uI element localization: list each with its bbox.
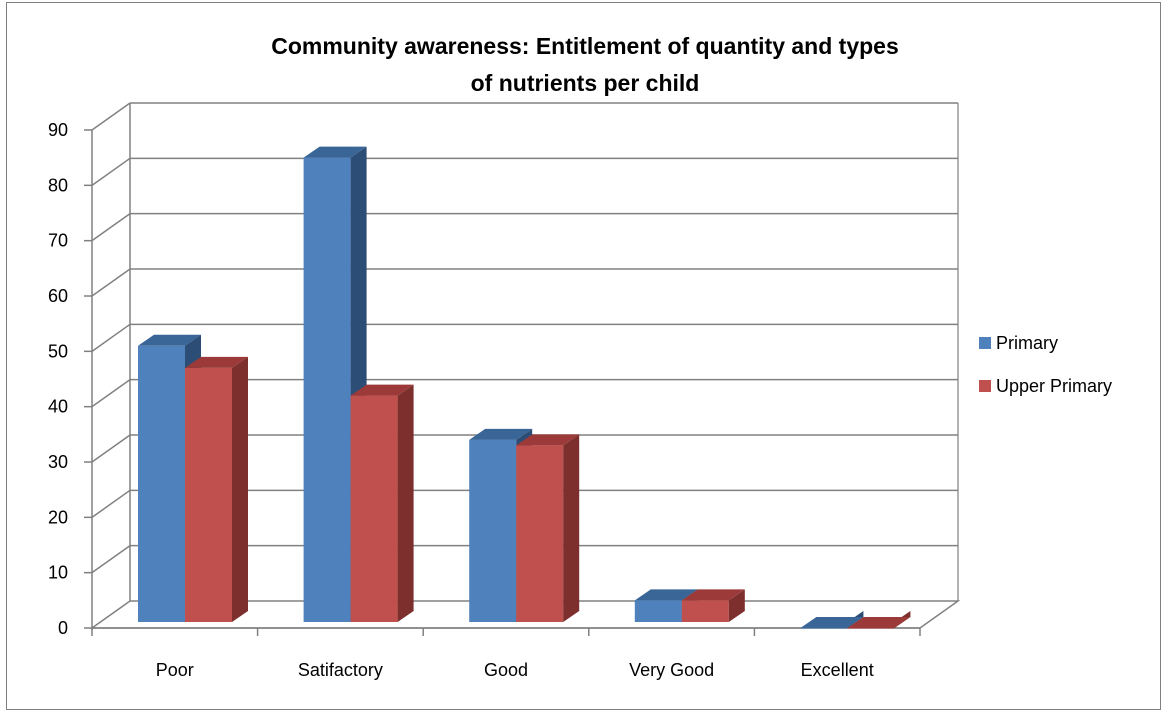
gridline-side <box>91 489 131 518</box>
legend: Primary Upper Primary <box>979 333 1112 396</box>
legend-swatch <box>979 380 991 392</box>
y-tick-label: 20 <box>48 507 68 527</box>
gridline-side <box>91 379 131 408</box>
bar-front <box>138 345 185 622</box>
chart-title-line-1: Community awareness: Entitlement of quan… <box>271 33 899 59</box>
bar-top <box>516 434 580 446</box>
x-tick-label: Excellent <box>801 660 874 680</box>
x-tick-label: Satifactory <box>298 660 383 680</box>
y-tick-labels: 0 10 20 30 40 50 60 70 80 90 <box>48 120 68 638</box>
x-tick-labels: Poor Satifactory Good Very Good Excellent <box>156 660 874 680</box>
gridline-side <box>91 434 131 463</box>
gridline-side <box>91 102 131 131</box>
bar-top <box>138 334 201 346</box>
y-tick-label: 80 <box>48 175 68 195</box>
bar <box>681 589 745 622</box>
bar <box>185 356 248 622</box>
bar-front <box>800 628 848 629</box>
bar-top <box>185 356 248 368</box>
bar <box>350 384 414 622</box>
x-tick-label: Very Good <box>629 660 714 680</box>
bar-side <box>232 356 248 622</box>
bar-top <box>847 617 911 628</box>
bar-front <box>185 367 232 622</box>
bar-front <box>303 157 351 622</box>
y-tick-label: 70 <box>48 231 68 251</box>
bar <box>516 434 580 622</box>
legend-label: Primary <box>996 333 1058 353</box>
bar-front <box>469 439 517 622</box>
bar-side <box>397 384 414 622</box>
bar-side <box>728 589 745 622</box>
y-tick-label: 10 <box>48 563 68 583</box>
legend-swatch <box>979 337 991 349</box>
bar-top <box>800 617 864 628</box>
bar-front <box>634 600 682 622</box>
bar-top <box>634 589 698 601</box>
chart-title-line-2: of nutrients per child <box>471 70 700 96</box>
y-tick-label: 60 <box>48 286 68 306</box>
gridline-side <box>91 213 131 242</box>
legend-label: Upper Primary <box>996 376 1112 396</box>
bar <box>800 611 864 629</box>
bar-front <box>516 445 564 622</box>
legend-item: Primary <box>979 333 1058 353</box>
gridline-side <box>91 545 131 574</box>
bar-top <box>681 589 745 601</box>
gridline-side <box>91 157 131 186</box>
x-tick-label: Good <box>484 660 528 680</box>
bar-top <box>469 428 533 440</box>
gridline-side <box>91 323 131 352</box>
bar <box>847 611 911 629</box>
bar-top <box>303 146 367 158</box>
legend-item: Upper Primary <box>979 376 1112 396</box>
axes <box>84 129 921 636</box>
y-tick-label: 40 <box>48 397 68 417</box>
y-tick-label: 30 <box>48 452 68 472</box>
bar-front <box>847 628 895 629</box>
x-tick-label: Poor <box>156 660 194 680</box>
gridline-side <box>91 268 131 297</box>
bar-front <box>350 395 398 622</box>
y-tick-label: 90 <box>48 120 68 140</box>
y-tick-label: 0 <box>58 618 68 638</box>
y-tick-label: 50 <box>48 341 68 361</box>
bars <box>138 146 911 629</box>
bar-top <box>350 384 414 396</box>
bar-side <box>563 434 580 622</box>
bar-front <box>681 600 729 622</box>
